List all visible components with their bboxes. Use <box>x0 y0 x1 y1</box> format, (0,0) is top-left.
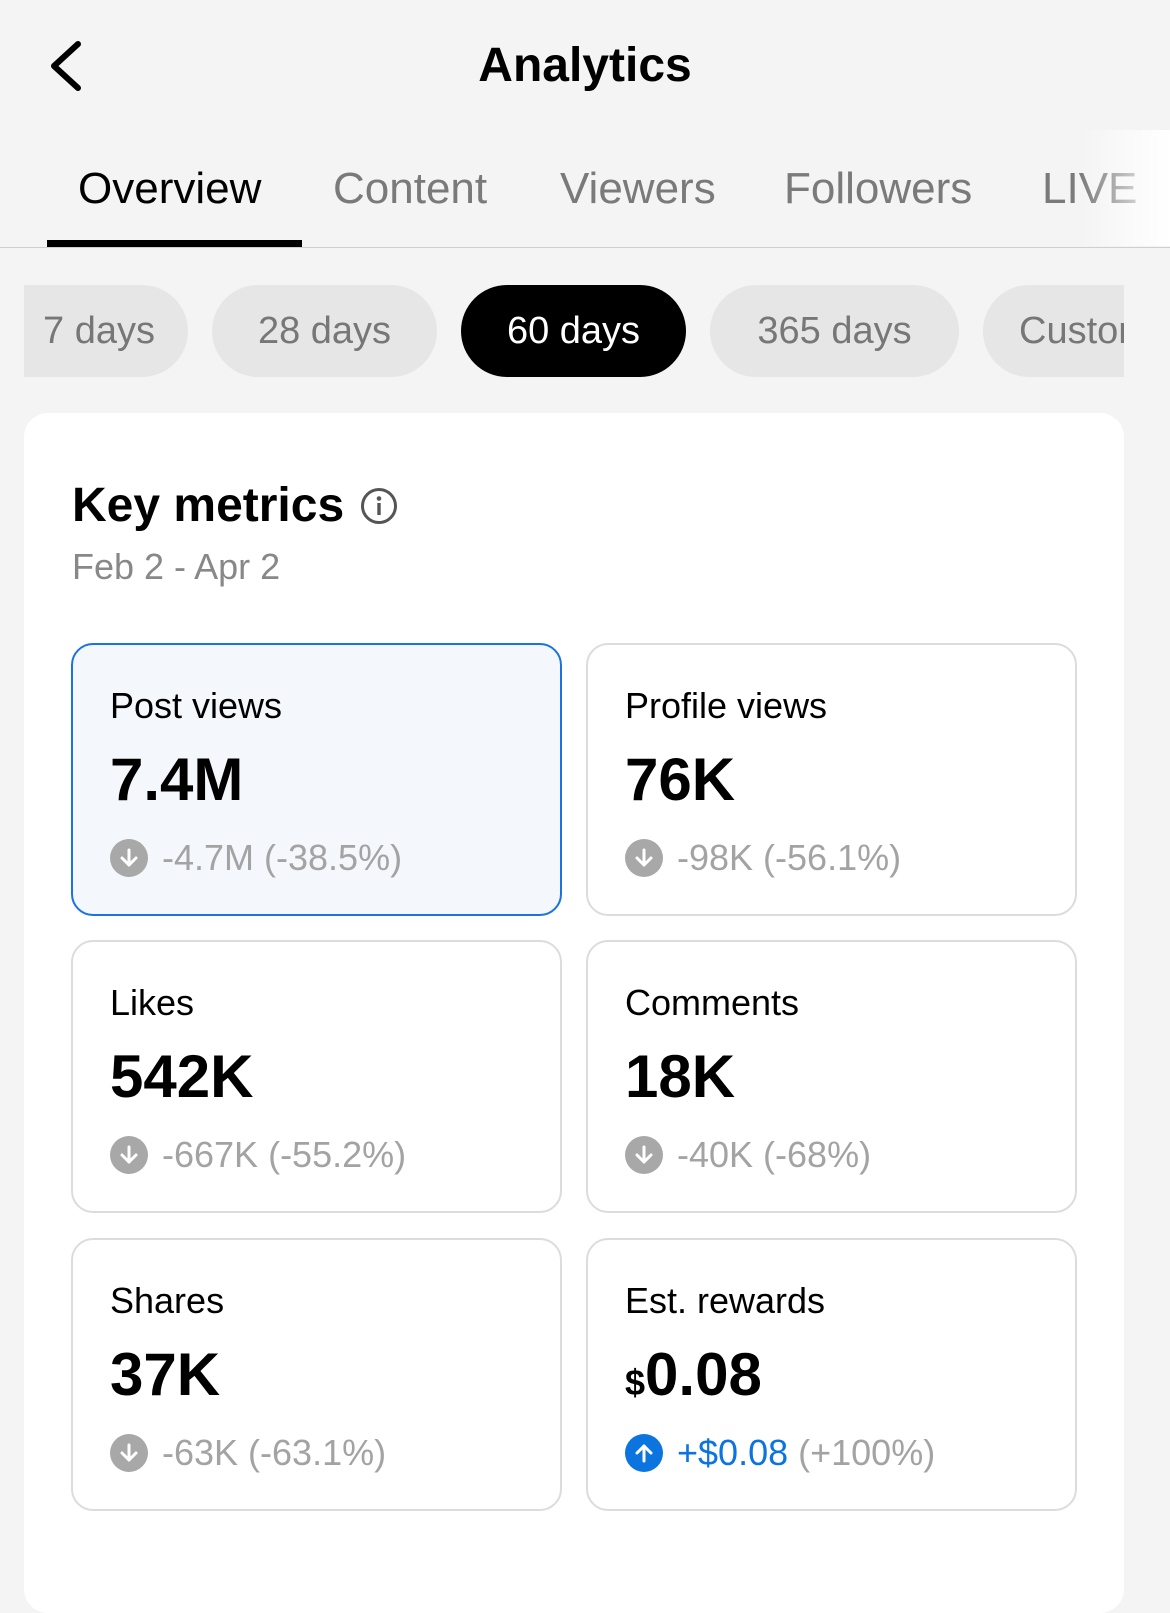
chevron-left-icon <box>51 41 81 91</box>
metric-delta: -98K <box>677 837 754 878</box>
arrow-down-circle-icon <box>110 1434 148 1472</box>
metric-value: 37K <box>110 1340 220 1409</box>
metric-delta: -40K <box>677 1134 754 1175</box>
metric-number: 76K <box>625 746 736 813</box>
metric-percent: (-38.5%) <box>264 837 403 878</box>
key-metrics-title: Key metrics <box>72 478 398 533</box>
metric-percent: (-56.1%) <box>763 837 902 878</box>
metric-label: Post views <box>110 685 283 726</box>
metric-delta: +$0.08 <box>677 1432 789 1473</box>
metric-percent: (-55.2%) <box>268 1134 407 1175</box>
metric-percent: (-63.1%) <box>248 1432 387 1473</box>
metric-delta: -63K <box>162 1432 239 1473</box>
metric-number: 18K <box>625 1043 736 1110</box>
tab-followers[interactable]: Followers <box>784 164 973 213</box>
range-7-days[interactable]: 7 days <box>24 285 188 377</box>
currency-symbol: $ <box>625 1362 646 1403</box>
date-range-label: Feb 2 - Apr 2 <box>72 546 281 587</box>
metric-change: -4.7M (-38.5%) <box>110 837 402 879</box>
metric-label: Comments <box>625 982 800 1023</box>
back-button[interactable] <box>40 36 100 96</box>
metric-card-likes[interactable]: Likes 542K -667K (-55.2%) <box>71 940 562 1213</box>
metric-card-est-rewards[interactable]: Est. rewards $0.08 +$0.08 (+100%) <box>586 1238 1077 1511</box>
metric-delta: -4.7M <box>162 837 255 878</box>
metric-label: Profile views <box>625 685 828 726</box>
metric-label: Likes <box>110 982 195 1023</box>
tab-content[interactable]: Content <box>333 164 488 213</box>
metric-delta: -667K <box>162 1134 259 1175</box>
metric-value: 76K <box>625 745 735 814</box>
metric-card-shares[interactable]: Shares 37K -63K (-63.1%) <box>71 1238 562 1511</box>
range-60-days[interactable]: 60 days <box>461 285 686 377</box>
metric-label: Shares <box>110 1280 225 1321</box>
metric-value: $0.08 <box>625 1340 762 1409</box>
arrow-down-circle-icon <box>625 839 663 877</box>
metric-value: 7.4M <box>110 745 243 814</box>
arrow-down-circle-icon <box>110 839 148 877</box>
arrow-up-circle-icon <box>625 1434 663 1472</box>
metric-card-post-views[interactable]: Post views 7.4M -4.7M (-38.5%) <box>71 643 562 916</box>
metric-change: -63K (-63.1%) <box>110 1432 386 1474</box>
range-custom[interactable]: Custom <box>983 285 1124 377</box>
metric-change: -98K (-56.1%) <box>625 837 901 879</box>
range-365-days[interactable]: 365 days <box>710 285 959 377</box>
metric-number: 37K <box>110 1341 221 1408</box>
info-icon[interactable] <box>360 487 398 525</box>
metric-number: 542K <box>110 1043 254 1110</box>
metric-change: -667K (-55.2%) <box>110 1134 406 1176</box>
tabs-fade <box>1080 130 1170 246</box>
range-28-days[interactable]: 28 days <box>212 285 437 377</box>
active-tab-indicator <box>47 240 302 247</box>
arrow-down-circle-icon <box>110 1136 148 1174</box>
page-title: Analytics <box>478 39 692 92</box>
section-title: Key metrics <box>72 479 345 532</box>
tab-viewers[interactable]: Viewers <box>560 164 716 213</box>
metric-number: 0.08 <box>645 1341 762 1408</box>
metric-change: -40K (-68%) <box>625 1134 871 1176</box>
tab-overview[interactable]: Overview <box>78 164 262 213</box>
metric-percent: (-68%) <box>763 1134 872 1175</box>
metric-label: Est. rewards <box>625 1280 826 1321</box>
arrow-down-circle-icon <box>625 1136 663 1174</box>
divider <box>0 247 1170 248</box>
metric-change: +$0.08 (+100%) <box>625 1432 935 1474</box>
date-range-selector: 7 days 28 days 60 days 365 days Custom <box>24 285 1124 377</box>
metric-number: 7.4M <box>110 746 244 813</box>
metric-value: 18K <box>625 1042 735 1111</box>
metric-card-profile-views[interactable]: Profile views 76K -98K (-56.1%) <box>586 643 1077 916</box>
metric-card-comments[interactable]: Comments 18K -40K (-68%) <box>586 940 1077 1213</box>
metric-percent: (+100%) <box>798 1432 936 1473</box>
metric-value: 542K <box>110 1042 253 1111</box>
